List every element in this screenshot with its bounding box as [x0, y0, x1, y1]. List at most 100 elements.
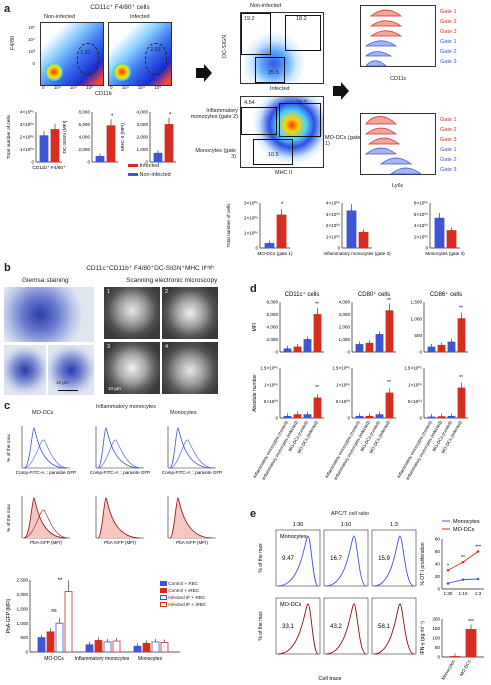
dcsign-plot [240, 12, 324, 84]
a-bar0-tick-label: 4×10⁰⁶ [20, 110, 34, 115]
a-gate0-tick-label: 1×10⁰⁶ [244, 231, 258, 236]
c-col-2: Inflammatory monocytes [96, 404, 156, 410]
e-hist-curve [373, 535, 415, 587]
a-bar1-tick-label: 4,000 [79, 135, 91, 140]
d-top-bar [283, 348, 292, 353]
e-line-star: * [447, 563, 449, 569]
d-star-2: ** [387, 380, 391, 386]
cd11c-histogram [360, 5, 436, 67]
gate-1: Gate 1 [440, 9, 457, 15]
d-bot-bar [437, 416, 446, 419]
e-ifn-tick-label: 0 [437, 655, 440, 660]
e-line-point [446, 582, 450, 585]
a-gate0-tick-label: 3×10⁰⁶ [244, 201, 258, 206]
hist2-gate-list: Gate 1 Gate 2 Gate 3 Gate 1 Gate 2 Gate … [440, 115, 457, 175]
d-bot-bar [313, 397, 322, 419]
d-bot2-tick-label: 5×10⁰⁴ [408, 399, 422, 404]
ly6c-axis: Ly6c [392, 183, 404, 189]
d-top0-tick-label: 0 [275, 350, 278, 355]
d-top1-tick-label: 4,000 [339, 300, 351, 305]
e-row-label: MO-DCs [280, 602, 302, 608]
d-bot1-tick-label: 1.5×10⁰⁶ [332, 366, 350, 371]
d-star: ** [459, 306, 463, 312]
d-mfi-label: MFI [252, 323, 258, 332]
e-line-star-3: *** [475, 545, 481, 551]
giemsa-image-2 [4, 345, 46, 395]
hist1-gate-list: Gate 1 Gate 2 Gate 3 Gate 1 Gate 2 Gate … [440, 7, 457, 67]
d-bot1-tick-label: 1×10⁰⁶ [336, 382, 350, 387]
c-bar-tick-label: 1,500 [17, 606, 29, 611]
a-gate0-tick-label: 2×10⁰⁶ [244, 216, 258, 221]
a-gate1-tick-label: 3×10⁰⁵ [326, 212, 340, 217]
e-line-tick-label: 60 [435, 549, 441, 554]
d-top2-tick-label: 0 [419, 350, 422, 355]
e-line-point [446, 568, 450, 572]
a-bar0-tick-label: 2×10⁰⁶ [20, 135, 34, 140]
gate-3: Gate 3 [440, 29, 457, 35]
cd11b-axis: CD11b [95, 91, 112, 97]
gate-value-2: 2.63 [150, 47, 161, 53]
e-histograms: 1:30 1:10 1:3 9.47 16.7 15.9 Monocytes % of the… [258, 522, 417, 682]
c-hist-curve [97, 427, 141, 469]
giemsa-image-3 [48, 345, 94, 395]
sem-image-1: 1 [104, 287, 160, 339]
c-group-label: MO-DCs [44, 656, 64, 662]
e-hist-frame [323, 597, 369, 655]
a-gate1-tick-label: 0 [337, 246, 340, 251]
c-hist-curve [169, 497, 213, 539]
d-star-2: ** [315, 385, 319, 391]
d-top2-tick-label: 1,000 [411, 316, 423, 321]
panel-label-a: a [4, 3, 11, 15]
facs-x-ticks-2: 0 10³ 10⁴ 10⁵ [110, 85, 162, 90]
c-histograms: Comp-FITC-A :: parasite GFP Comp-FITC-A :… [6, 426, 222, 545]
c-hist-xlabel: Comp-FITC-A :: parasite GFP [90, 470, 151, 475]
apc-ratio-title: APC/T cell ratio [330, 511, 370, 517]
c-bar-mark [37, 637, 46, 653]
e-hist-curve [325, 603, 367, 655]
e-legend-mono: Monocytes [453, 519, 480, 525]
d-bot-bar [355, 415, 364, 419]
d-top-bar [293, 346, 302, 353]
arrow-icon [196, 64, 212, 82]
sem-image-4: 4 [162, 342, 218, 394]
e-ratio-label: 1:10 [341, 522, 352, 528]
c-hist-ylabel: % of the max [6, 433, 12, 462]
d-bar-charts: CD11c⁺ cells 8,000 6,000 4,000 2,000 0 1.5×10⁰… [252, 291, 468, 481]
d-bot1-tick-label: 0 [347, 416, 350, 421]
e-ifn-cat: Monocytes [440, 658, 456, 680]
a-bar2-tick-label: 0 [145, 160, 148, 165]
a-bar2-tick-label: 3,000 [137, 122, 149, 127]
c-hist-xlabel: Comp-FITC-A :: parasite GFP [16, 470, 77, 475]
facs-plot-infected [108, 22, 172, 86]
sem-label: Scanning electronic microscopy [126, 277, 218, 284]
a-gate2-tick-label: 4×10⁰⁵ [414, 223, 428, 228]
e-hist-frame [275, 597, 321, 655]
facs-y-ticks: 10⁵ 10⁴ 10³ 0 [28, 25, 36, 66]
d-top-bar [313, 314, 322, 353]
c-col-1: MO-DCs [32, 410, 54, 416]
a-bar-mark [164, 124, 174, 163]
e-ifn-tick-label: 200 [432, 617, 440, 622]
gate-2b: Gate 2 [440, 49, 457, 55]
a-bar-mark [153, 152, 163, 163]
d-top2-tick-label: 1,500 [411, 300, 423, 305]
d-bot-bar [447, 415, 456, 419]
dcsign-noninf-label: Non-infected [250, 3, 282, 9]
d-top0-tick-label: 4,000 [267, 325, 279, 330]
a-bar1-tick-label: 8,000 [79, 110, 91, 115]
a-bar0-tick-label: 3×10⁰⁶ [20, 122, 34, 127]
e-ratio-label: 1:30 [293, 522, 304, 528]
c-bar-ylabel: PbA-GFP (MFI) [6, 598, 12, 633]
e-row-label: Monocytes [280, 534, 307, 540]
d-bot0-tick-label: 1×10⁰⁶ [264, 382, 278, 387]
d-bot-bar [375, 414, 384, 419]
e-legend-modc: MO-DCs [453, 527, 475, 533]
e-ifn-star: *** [468, 619, 474, 625]
c-legend: Control + RBC Control + iRBC Infected 6ʰ… [160, 580, 206, 608]
c-bar-mark [133, 645, 142, 653]
cd11-title: CD11c⁺ F4/80⁺ cells [90, 4, 150, 11]
e-hist-value: 58.1 [378, 624, 390, 630]
c-group-label: Inflammatory monocytes [75, 656, 130, 662]
c-bar-mark [160, 642, 169, 653]
ly6c-hist-curves [365, 116, 422, 175]
